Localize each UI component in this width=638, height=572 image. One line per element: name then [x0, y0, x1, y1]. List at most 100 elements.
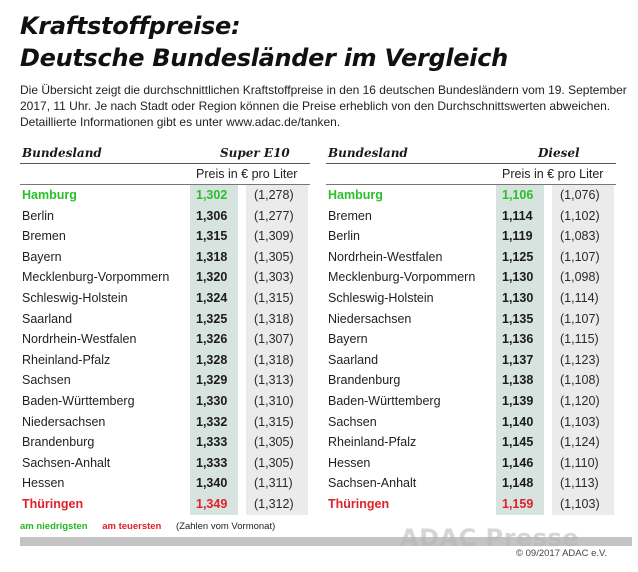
previous-price: (1,076): [560, 188, 600, 202]
state-name: Brandenburg: [22, 435, 95, 450]
previous-price: (1,113): [560, 476, 599, 491]
table-row: Berlin 1,119 (1,083): [326, 226, 616, 247]
current-price: 1,332: [196, 414, 228, 429]
table-row: Sachsen 1,140 (1,103): [326, 412, 616, 433]
current-price: 1,315: [196, 229, 228, 244]
table-header: Bundesland Super E10: [20, 144, 310, 164]
state-name: Niedersachsen: [22, 414, 106, 429]
table-row: Hamburg 1,302 (1,278): [20, 185, 310, 206]
previous-price: (1,107): [560, 311, 600, 326]
state-name: Sachsen: [22, 373, 71, 388]
table-row: Mecklenburg-Vorpommern 1,130 (1,098): [326, 267, 616, 288]
previous-price: (1,103): [560, 496, 600, 511]
current-price: 1,329: [196, 373, 228, 388]
current-price: 1,135: [502, 311, 534, 326]
state-name: Rheinland-Pfalz: [22, 352, 111, 367]
current-price-band: [496, 185, 544, 515]
previous-price: (1,098): [560, 270, 600, 285]
previous-price: (1,103): [560, 414, 600, 429]
previous-price: (1,083): [560, 229, 600, 244]
copyright: © 09/2017 ADAC e.V.: [516, 548, 608, 559]
state-name: Bremen: [328, 208, 372, 223]
table-row: Saarland 1,325 (1,318): [20, 309, 310, 330]
table-header: Bundesland Diesel: [326, 144, 616, 164]
title-line-2: Deutsche Bundesländer im Vergleich: [20, 44, 508, 72]
current-price: 1,106: [502, 188, 534, 202]
legend-note: (Zahlen vom Vormonat): [176, 521, 276, 532]
previous-price: (1,303): [254, 270, 294, 285]
table-body: Hamburg 1,106 (1,076) Bremen 1,114 (1,102) Ber…: [326, 185, 616, 515]
state-name: Berlin: [328, 229, 360, 244]
state-name: Schleswig-Holstein: [22, 290, 128, 305]
current-price: 1,145: [502, 435, 534, 450]
previous-price: (1,318): [254, 352, 294, 367]
table-row: Hessen 1,340 (1,311): [20, 473, 310, 494]
current-price: 1,330: [196, 393, 228, 408]
current-price: 1,340: [196, 476, 228, 491]
state-name: Mecklenburg-Vorpommern: [22, 270, 170, 285]
table-super-e10: Bundesland Super E10 Preis in € pro Lite…: [20, 144, 310, 515]
previous-price: (1,311): [254, 476, 293, 491]
table-row: Rheinland-Pfalz 1,328 (1,318): [20, 350, 310, 371]
column-header-state: Bundesland: [22, 146, 102, 160]
previous-price: (1,305): [254, 435, 294, 450]
table-row: Schleswig-Holstein 1,324 (1,315): [20, 288, 310, 309]
previous-price: (1,278): [254, 188, 294, 202]
state-name: Nordrhein-Westfalen: [22, 332, 137, 347]
current-price: 1,349: [196, 496, 228, 511]
state-name: Brandenburg: [328, 373, 401, 388]
legend-lowest: am niedrigsten: [20, 521, 88, 532]
state-name: Thüringen: [328, 496, 390, 511]
current-price: 1,325: [196, 311, 228, 326]
table-row: Baden-Württemberg 1,330 (1,310): [20, 391, 310, 412]
previous-price: (1,277): [254, 208, 294, 223]
table-row: Sachsen-Anhalt 1,148 (1,113): [326, 473, 616, 494]
current-price: 1,119: [502, 229, 533, 244]
current-price: 1,146: [502, 455, 534, 470]
state-name: Sachsen-Anhalt: [328, 476, 417, 491]
table-row: Bremen 1,114 (1,102): [326, 206, 616, 227]
state-name: Saarland: [22, 311, 73, 326]
state-name: Hessen: [22, 476, 65, 491]
current-price: 1,130: [502, 270, 534, 285]
legend: am niedrigsten am teuersten (Zahlen vom …: [20, 521, 287, 532]
footer-bar: [20, 537, 632, 546]
current-price: 1,306: [196, 208, 228, 223]
current-price: 1,125: [502, 249, 534, 264]
column-header-fuel: Diesel: [538, 146, 580, 160]
state-name: Bremen: [22, 229, 66, 244]
table-row: Niedersachsen 1,135 (1,107): [326, 309, 616, 330]
current-price: 1,333: [196, 455, 228, 470]
column-header-fuel: Super E10: [220, 146, 290, 160]
table-row: Nordrhein-Westfalen 1,125 (1,107): [326, 247, 616, 268]
state-name: Niedersachsen: [328, 311, 412, 326]
previous-price: (1,108): [560, 373, 600, 388]
state-name: Bayern: [22, 249, 62, 264]
previous-price: (1,305): [254, 455, 294, 470]
table-row: Hessen 1,146 (1,110): [326, 453, 616, 474]
current-price: 1,114: [502, 208, 533, 223]
current-price: 1,137: [502, 352, 534, 367]
previous-price: (1,110): [560, 455, 599, 470]
table-row: Schleswig-Holstein 1,130 (1,114): [326, 288, 616, 309]
table-row: Thüringen 1,159 (1,103): [326, 494, 616, 515]
unit-label: Preis in € pro Liter: [502, 167, 604, 181]
current-price: 1,136: [502, 332, 534, 347]
table-row: Baden-Württemberg 1,139 (1,120): [326, 391, 616, 412]
previous-price: (1,309): [254, 229, 294, 244]
current-price: 1,159: [502, 496, 534, 511]
previous-price: (1,107): [560, 249, 600, 264]
table-row: Nordrhein-Westfalen 1,326 (1,307): [20, 329, 310, 350]
state-name: Rheinland-Pfalz: [328, 435, 417, 450]
table-row: Bremen 1,315 (1,309): [20, 226, 310, 247]
table-row: Mecklenburg-Vorpommern 1,320 (1,303): [20, 267, 310, 288]
previous-price: (1,313): [254, 373, 294, 388]
previous-price-band: [552, 185, 614, 515]
current-price: 1,130: [502, 290, 534, 305]
table-row: Brandenburg 1,333 (1,305): [20, 432, 310, 453]
page-title: Kraftstoffpreise: Deutsche Bundesländer …: [20, 10, 508, 74]
previous-price: (1,115): [560, 332, 599, 347]
state-name: Nordrhein-Westfalen: [328, 249, 443, 264]
previous-price: (1,315): [254, 414, 294, 429]
current-price: 1,326: [196, 332, 228, 347]
